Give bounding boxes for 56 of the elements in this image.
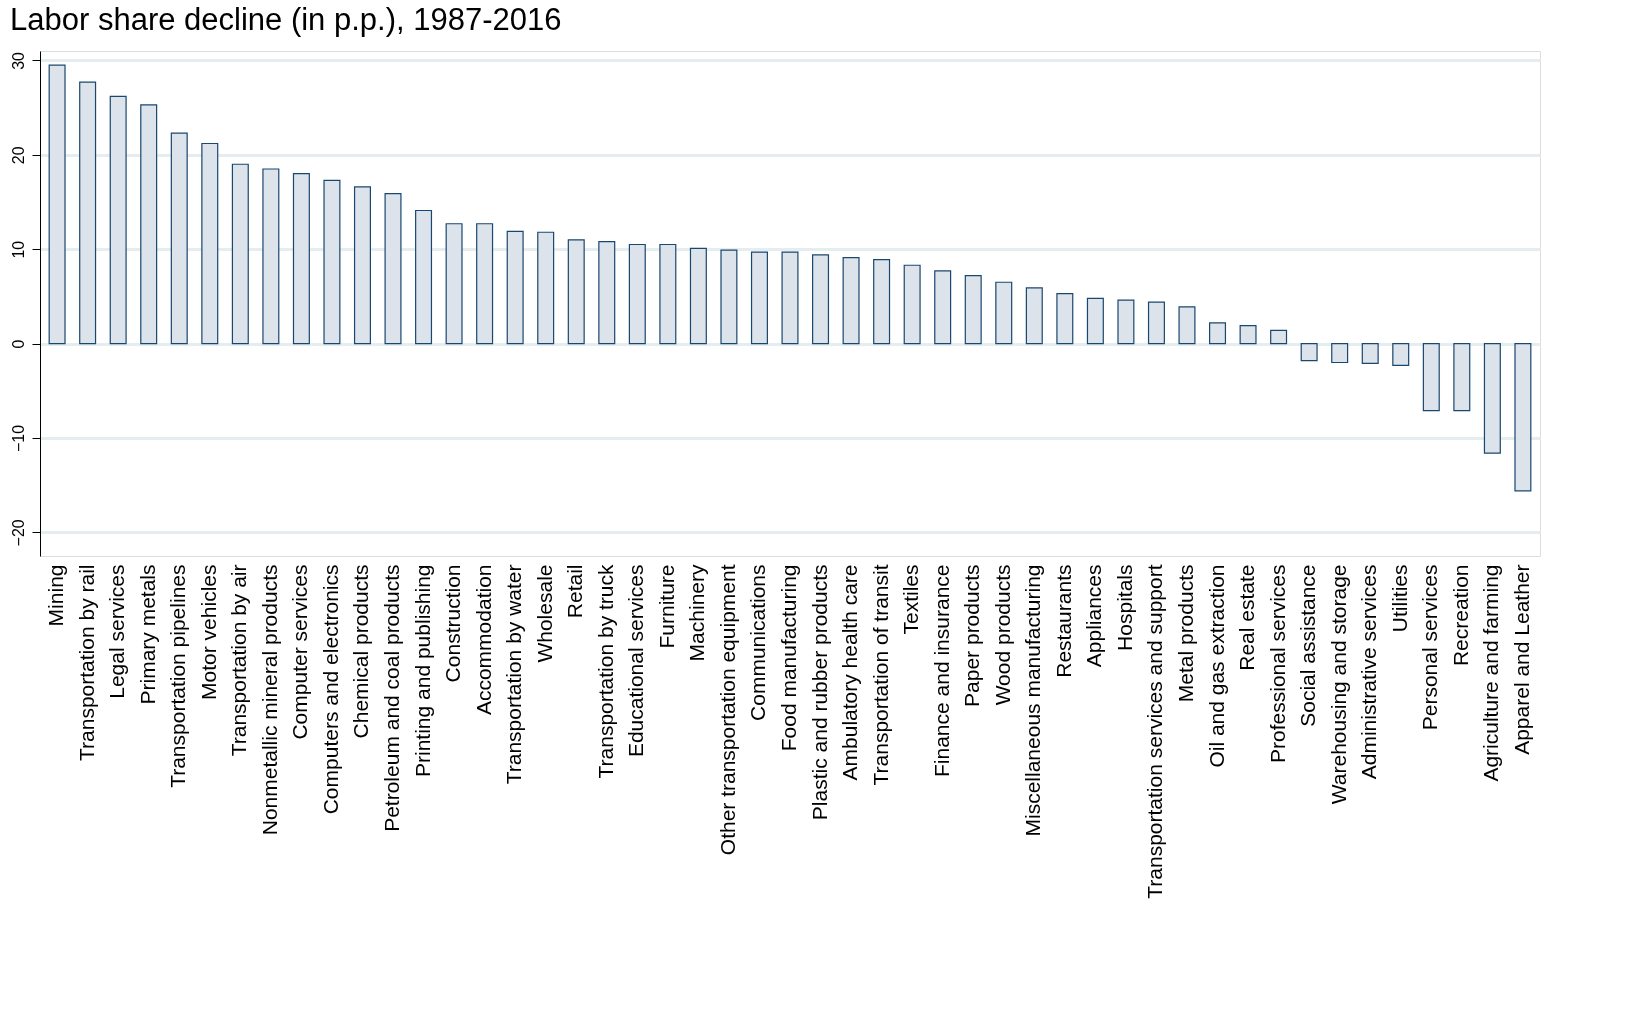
x-tick-label: Computers and electronics bbox=[318, 564, 342, 815]
x-tick-label: Professional services bbox=[1265, 564, 1289, 763]
chart-title: Labor share decline (in p.p.), 1987-2016 bbox=[10, 2, 562, 37]
x-tick-label: Finance and insurance bbox=[929, 564, 953, 777]
x-tick-label: Transportation by air bbox=[227, 564, 251, 757]
x-tick-label: Wholesale bbox=[532, 564, 556, 663]
x-tick-label: Transportation of transit bbox=[868, 564, 892, 786]
x-tick-label: Motor vehicles bbox=[196, 564, 220, 700]
x-tick-label: Metal products bbox=[1173, 564, 1197, 703]
y-tick-label: 20 bbox=[9, 146, 27, 165]
x-tick-label: Plastic and rubber products bbox=[807, 564, 831, 821]
x-tick-label: Textiles bbox=[899, 564, 923, 635]
x-tick-label: Transportation by rail bbox=[74, 564, 98, 761]
x-tick-label: Hospitals bbox=[1112, 564, 1136, 651]
x-tick-label: Transportation services and support bbox=[1143, 564, 1167, 899]
x-tick-label: Personal services bbox=[1418, 564, 1442, 731]
x-tick-label: Communications bbox=[746, 564, 770, 721]
x-tick-label: Food manufacturing bbox=[777, 564, 800, 752]
x-tick-label: Restaurants bbox=[1051, 564, 1075, 678]
x-tick-label: Printing and publishing bbox=[410, 564, 434, 777]
x-tick-label: Machinery bbox=[685, 564, 709, 662]
x-tick-label: Transportation by truck bbox=[593, 564, 617, 779]
x-tick-label: Transportation pipelines bbox=[166, 564, 190, 788]
x-tick-label: Mining bbox=[44, 564, 68, 627]
x-tick-label: Other transportation equipment bbox=[715, 564, 739, 856]
x-tick-label: Apparel and Leather bbox=[1509, 564, 1533, 755]
x-tick-label: Chemical products bbox=[349, 564, 373, 739]
x-tick-label: Retail bbox=[563, 564, 587, 619]
x-tick-label: Paper products bbox=[960, 564, 984, 707]
x-tick-label: Wood products bbox=[990, 564, 1014, 706]
x-tick-label: Appliances bbox=[1082, 564, 1106, 668]
x-tick-label: Computer services bbox=[288, 564, 312, 740]
x-tick-label: Real estate bbox=[1235, 564, 1259, 671]
x-tick-label: Legal services bbox=[105, 564, 129, 699]
x-tick-label: Recreation bbox=[1448, 564, 1472, 667]
x-tick-label: Accommodation bbox=[471, 564, 495, 716]
x-tick-label: Nonmetallic mineral products bbox=[257, 564, 281, 836]
x-tick-label: Utilities bbox=[1387, 564, 1411, 633]
x-tick-label: Educational services bbox=[624, 564, 648, 758]
y-tick-label: −20 bbox=[9, 519, 27, 547]
x-tick-label: Social assistance bbox=[1296, 564, 1320, 727]
x-tick-label: Oil and gas extraction bbox=[1204, 564, 1228, 768]
x-tick-label: Primary metals bbox=[135, 564, 159, 705]
x-tick-label: Ambulatory health care bbox=[838, 564, 862, 781]
x-tick-label: Petroleum and coal products bbox=[380, 564, 404, 832]
x-tick-label: Agriculture and farming bbox=[1479, 564, 1503, 782]
x-tick-label: Transportation by water bbox=[502, 564, 526, 785]
x-tick-label: Furniture bbox=[654, 564, 678, 649]
y-tick-label: 10 bbox=[9, 240, 27, 259]
x-tick-label: Warehousing and storage bbox=[1326, 564, 1350, 805]
y-tick-label: −10 bbox=[9, 424, 27, 453]
x-tick-label: Administrative services bbox=[1357, 564, 1381, 780]
x-tick-label: Construction bbox=[441, 564, 465, 683]
y-tick-label: 0 bbox=[9, 339, 27, 349]
y-tick-label: 30 bbox=[9, 51, 27, 70]
x-tick-label: Miscellaneous manufacturing bbox=[1021, 564, 1045, 837]
